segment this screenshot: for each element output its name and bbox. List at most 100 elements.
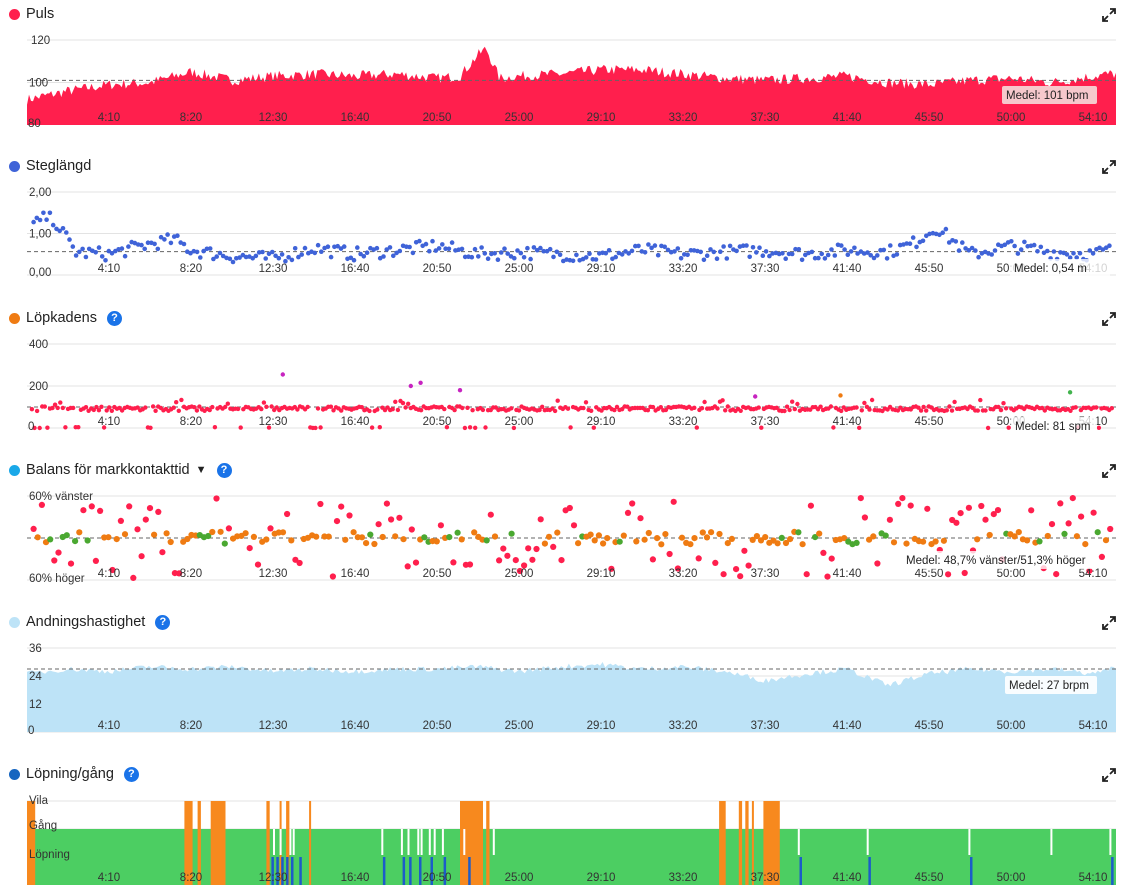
- lopning-segment: [276, 857, 279, 885]
- vila-segment: [286, 801, 290, 885]
- x-tick-label: 41:40: [833, 112, 862, 124]
- balans-point: [63, 532, 70, 539]
- steglangd-point: [525, 245, 530, 251]
- balans-point: [907, 502, 914, 509]
- lopkadens-point: [921, 404, 926, 410]
- balans-point: [1107, 525, 1114, 533]
- y-tick-label: 60% vänster: [29, 491, 93, 503]
- balans-point: [288, 537, 295, 544]
- gang-band: [27, 829, 1116, 885]
- steglangd-point: [551, 254, 556, 260]
- help-icon[interactable]: ?: [216, 462, 232, 478]
- steglangd-point: [436, 246, 442, 251]
- balans-point: [566, 504, 573, 512]
- lopkadens-point: [1068, 408, 1073, 413]
- mean-label: Medel: 101 bpm: [1002, 86, 1097, 104]
- lopkadens-point: [759, 425, 764, 430]
- balans-point: [1053, 571, 1060, 578]
- balans-point: [670, 498, 677, 505]
- steglangd-point: [1107, 243, 1112, 248]
- expand-icon[interactable]: [1102, 8, 1116, 22]
- steglangd-point: [341, 244, 347, 249]
- balans-point: [329, 573, 336, 580]
- lopkadens-point: [483, 425, 488, 430]
- steglangd-point: [512, 255, 517, 261]
- balans-point: [371, 540, 378, 548]
- x-tick-label: 20:50: [423, 416, 452, 428]
- lopning-segment: [419, 857, 422, 885]
- balans-point: [38, 501, 46, 508]
- y-tick-label: 0: [28, 421, 34, 433]
- expand-icon[interactable]: [1102, 160, 1116, 174]
- expand-icon[interactable]: [1102, 616, 1116, 630]
- lopkadens-point: [37, 425, 42, 431]
- balans-point: [500, 545, 507, 552]
- steglangd-point: [786, 251, 792, 257]
- steglangd-point: [871, 255, 877, 261]
- balans-point: [242, 530, 249, 537]
- steglangd-point: [822, 256, 828, 261]
- y-tick-label: 100: [29, 78, 48, 90]
- balans-point: [213, 495, 220, 502]
- panel-title: Steglängd: [9, 156, 91, 176]
- help-icon[interactable]: ?: [123, 766, 139, 782]
- steglangd-point: [109, 251, 115, 256]
- lopkadens-point: [792, 406, 797, 412]
- help-icon[interactable]: ?: [106, 310, 122, 326]
- balans-point: [624, 509, 632, 516]
- x-tick-label: 54:10: [1079, 112, 1108, 124]
- y-tick-label: 80: [28, 118, 41, 130]
- expand-icon[interactable]: [1102, 464, 1116, 478]
- lopkadens-point: [318, 425, 323, 430]
- expand-icon[interactable]: [1102, 312, 1116, 326]
- steglangd-point: [767, 253, 772, 259]
- balans-title: Balans för markkontakttid: [26, 462, 190, 478]
- lopkadens-point: [400, 400, 406, 406]
- x-tick-label: 33:20: [669, 872, 698, 884]
- lopkadens-point: [393, 399, 398, 404]
- balans-point: [654, 535, 661, 542]
- steglangd-point: [910, 235, 916, 240]
- steglangd-point: [969, 245, 975, 251]
- help-icon[interactable]: ?: [155, 614, 171, 630]
- balans-point: [870, 533, 877, 540]
- steglangd-point: [799, 257, 805, 263]
- steglangd-point: [417, 238, 422, 244]
- mean-label-text: Medel: 81 spm: [1015, 421, 1090, 433]
- balans-point: [641, 536, 648, 543]
- x-tick-label: 45:50: [915, 112, 944, 124]
- steglangd-point: [554, 249, 560, 255]
- x-tick-label: 33:20: [669, 568, 698, 580]
- steglangd-point: [708, 247, 713, 252]
- lopkadens-point: [818, 404, 823, 409]
- steglangd-point: [37, 217, 43, 223]
- balans-point: [51, 557, 58, 564]
- lopkadens-point: [828, 404, 834, 409]
- lopkadens-point: [367, 408, 372, 414]
- steglangd-point: [724, 256, 730, 261]
- steglangd-point: [270, 249, 275, 255]
- balans-point: [76, 529, 83, 536]
- balans-point: [699, 529, 706, 536]
- x-tick-label: 41:40: [833, 720, 862, 732]
- lopkadens-point: [109, 408, 115, 413]
- steglangd-point: [852, 245, 857, 251]
- lopkadens-point: [614, 404, 620, 410]
- steglangd-point: [214, 254, 219, 259]
- lopkadens-point: [34, 408, 40, 414]
- lopkadens-point: [787, 407, 792, 413]
- gap-segment: [463, 829, 466, 855]
- x-tick-label: 25:00: [505, 720, 534, 732]
- steglangd-point: [940, 230, 945, 235]
- dropdown-caret-icon[interactable]: ▼: [195, 464, 207, 476]
- x-tick-label: 16:40: [341, 416, 370, 428]
- balans-point: [529, 556, 536, 563]
- balans-point: [903, 540, 910, 547]
- steglangd-point: [646, 242, 651, 247]
- steglangd-point: [557, 252, 563, 257]
- gap-segment: [492, 829, 495, 855]
- expand-icon[interactable]: [1102, 768, 1116, 782]
- steglangd-point: [60, 226, 66, 231]
- steglangd-point: [211, 256, 216, 262]
- steglangd-point: [204, 246, 210, 252]
